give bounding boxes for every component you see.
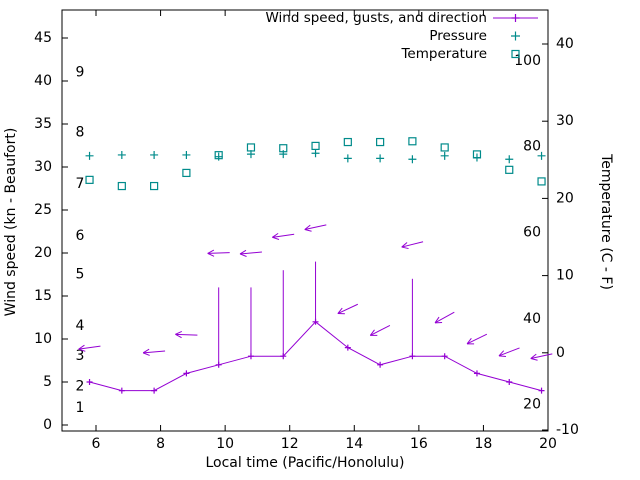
x-axis-ticks: 6 8 10 12 14 16 18 20 — [92, 10, 557, 452]
svg-text:20: 20 — [556, 190, 574, 206]
svg-text:8: 8 — [156, 436, 165, 452]
svg-text:10: 10 — [556, 268, 574, 284]
svg-text:16: 16 — [410, 436, 428, 452]
svg-text:4: 4 — [76, 318, 85, 334]
svg-text:1: 1 — [76, 400, 85, 416]
svg-text:7: 7 — [76, 176, 85, 192]
svg-text:60: 60 — [523, 224, 541, 240]
wind-direction-arrows — [78, 224, 553, 361]
svg-text:8: 8 — [76, 125, 85, 141]
svg-text:5: 5 — [43, 374, 52, 390]
svg-text:-10: -10 — [556, 422, 579, 438]
gust-bars — [218, 261, 413, 365]
svg-text:10: 10 — [216, 436, 234, 452]
svg-text:9: 9 — [76, 64, 85, 80]
wind-speed-line — [89, 321, 542, 392]
svg-text:15: 15 — [34, 288, 52, 304]
svg-text:6: 6 — [76, 228, 85, 244]
wind-point-markers — [86, 318, 545, 394]
temperature-points — [85, 137, 546, 191]
legend-label-temperature: Temperature — [400, 46, 487, 62]
svg-text:5: 5 — [76, 267, 85, 283]
legend-label-pressure: Pressure — [429, 28, 487, 44]
left-axis-ticks: 0 5 10 15 20 25 30 35 40 45 — [34, 30, 68, 433]
svg-text:40: 40 — [34, 73, 52, 89]
svg-text:0: 0 — [556, 345, 565, 361]
svg-text:3: 3 — [76, 348, 85, 364]
right-axis-title: Temperature (C - F) — [598, 153, 614, 290]
fahrenheit-labels: 20 40 60 80 100 — [514, 53, 541, 413]
svg-text:2: 2 — [76, 378, 85, 394]
svg-text:14: 14 — [345, 436, 363, 452]
legend-samples — [493, 14, 538, 59]
svg-text:25: 25 — [34, 202, 52, 218]
svg-text:0: 0 — [43, 417, 52, 433]
svg-text:30: 30 — [556, 113, 574, 129]
svg-text:40: 40 — [556, 36, 574, 52]
svg-text:20: 20 — [539, 436, 557, 452]
svg-text:100: 100 — [514, 53, 541, 69]
x-axis-title: Local time (Pacific/Honolulu) — [205, 455, 404, 471]
plot-area: 6 8 10 12 14 16 18 2005101520253035404512345678… — [34, 9, 579, 452]
svg-text:18: 18 — [475, 436, 493, 452]
legend-label-wind: Wind speed, gusts, and direction — [265, 10, 487, 26]
svg-text:20: 20 — [523, 397, 541, 413]
svg-text:6: 6 — [92, 436, 101, 452]
svg-text:12: 12 — [281, 436, 299, 452]
beaufort-labels: 1 2 3 4 5 6 7 8 9 — [76, 64, 85, 415]
svg-text:10: 10 — [34, 331, 52, 347]
svg-text:45: 45 — [34, 30, 52, 46]
svg-text:80: 80 — [523, 139, 541, 155]
svg-text:40: 40 — [523, 311, 541, 327]
left-axis-title: Wind speed (kn - Beaufort) — [3, 128, 19, 317]
svg-text:20: 20 — [34, 245, 52, 261]
right-axis-ticks: -10 0 10 20 30 40 — [542, 36, 579, 438]
svg-text:30: 30 — [34, 159, 52, 175]
svg-text:35: 35 — [34, 116, 52, 132]
plot-border — [61, 9, 549, 432]
